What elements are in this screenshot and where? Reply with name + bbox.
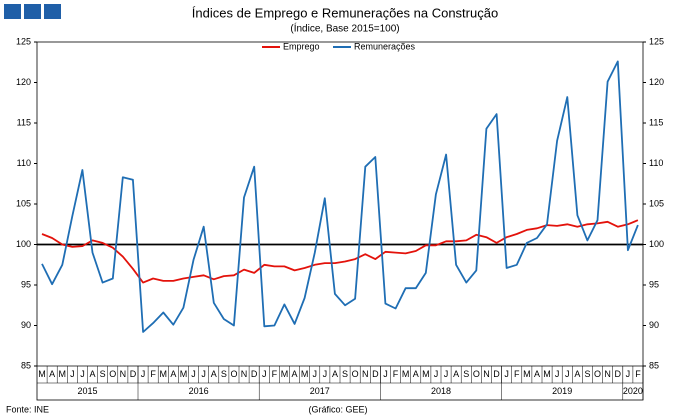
x-tick-label: J [201, 369, 206, 379]
x-tick-label: A [90, 369, 96, 379]
x-tick-label: M [160, 369, 168, 379]
x-tick-label: S [221, 369, 227, 379]
x-tick-label: A [49, 369, 55, 379]
x-tick-label: J [565, 369, 570, 379]
series-line [41, 60, 639, 333]
year-label: 2018 [431, 386, 451, 396]
x-tick-label: D [615, 369, 622, 379]
x-tick-label: N [604, 369, 611, 379]
x-tick-label: A [170, 369, 176, 379]
x-tick-label: M [38, 369, 46, 379]
y-tick-label: 115 [17, 117, 31, 127]
x-tick-label: N [241, 369, 248, 379]
y-tick-label: 85 [21, 360, 31, 370]
x-tick-label: J [504, 369, 509, 379]
x-tick-label: A [413, 369, 419, 379]
year-label: 2020 [623, 386, 643, 396]
x-tick-label: O [109, 369, 116, 379]
y2-tick-label: 110 [649, 158, 663, 168]
x-tick-label: S [584, 369, 590, 379]
x-tick-label: J [555, 369, 560, 379]
legend-label: Emprego [283, 41, 320, 51]
x-tick-label: A [292, 369, 298, 379]
x-tick-label: A [534, 369, 540, 379]
y2-tick-label: 125 [649, 36, 664, 46]
plot-frame [36, 41, 644, 401]
x-tick-label: D [251, 369, 258, 379]
x-tick-label: F [272, 369, 278, 379]
x-tick-label: A [332, 369, 338, 379]
year-label: 2015 [77, 386, 97, 396]
x-tick-label: J [262, 369, 267, 379]
logo-square [4, 4, 21, 19]
x-tick-label: D [372, 369, 379, 379]
y2-tick-label: 85 [649, 360, 659, 370]
x-tick-label: O [230, 369, 237, 379]
x-tick-label: J [626, 369, 631, 379]
x-tick-label: M [422, 369, 430, 379]
x-tick-label: N [120, 369, 127, 379]
logo-square [44, 4, 61, 19]
y-tick-label: 110 [17, 158, 31, 168]
x-tick-label: N [483, 369, 490, 379]
x-tick-label: M [59, 369, 67, 379]
x-tick-label: J [141, 369, 146, 379]
y-tick-label: 120 [16, 77, 31, 87]
y-tick-label: 100 [16, 239, 31, 249]
x-tick-label: J [191, 369, 196, 379]
x-tick-label: J [383, 369, 388, 379]
y-tick-label: 125 [16, 36, 31, 46]
source: Fonte: INE [6, 404, 49, 414]
year-label: 2017 [310, 386, 330, 396]
y2-tick-label: 95 [649, 279, 659, 289]
chart-title: Índices de Emprego e Remunerações na Con… [192, 5, 498, 20]
x-tick-label: S [100, 369, 106, 379]
y-tick-label: 95 [21, 279, 31, 289]
y-tick-label: 105 [16, 198, 31, 208]
x-tick-label: S [342, 369, 348, 379]
x-tick-label: J [313, 369, 318, 379]
legend-label: Remunerações [354, 41, 416, 51]
x-tick-label: O [473, 369, 480, 379]
x-tick-label: M [301, 369, 309, 379]
x-tick-label: O [352, 369, 359, 379]
y2-tick-label: 115 [649, 117, 663, 127]
x-tick-label: M [543, 369, 551, 379]
x-tick-label: F [514, 369, 520, 379]
x-tick-label: F [150, 369, 156, 379]
x-tick-label: S [463, 369, 469, 379]
x-tick-label: J [70, 369, 75, 379]
x-tick-label: M [402, 369, 410, 379]
x-tick-label: M [180, 369, 188, 379]
series-line [41, 219, 639, 284]
chart-subtitle: (Índice, Base 2015=100) [290, 22, 399, 35]
x-tick-label: D [130, 369, 137, 379]
x-tick-label: O [594, 369, 601, 379]
x-tick-label: F [635, 369, 641, 379]
x-tick-label: J [323, 369, 328, 379]
y2-tick-label: 90 [649, 320, 659, 330]
x-tick-label: N [362, 369, 369, 379]
credit: (Gráfico: GEE) [308, 404, 367, 414]
x-tick-label: A [211, 369, 217, 379]
year-label: 2016 [189, 386, 209, 396]
x-tick-label: A [574, 369, 580, 379]
x-tick-label: J [434, 369, 439, 379]
y2-tick-label: 105 [649, 198, 664, 208]
x-tick-label: J [444, 369, 449, 379]
x-tick-label: A [453, 369, 459, 379]
x-tick-label: J [80, 369, 85, 379]
y2-tick-label: 120 [649, 77, 664, 87]
x-tick-label: D [493, 369, 500, 379]
x-tick-label: M [523, 369, 531, 379]
x-tick-label: M [281, 369, 289, 379]
y-tick-label: 90 [21, 320, 31, 330]
y2-tick-label: 100 [649, 239, 664, 249]
year-label: 2019 [552, 386, 572, 396]
x-tick-label: F [393, 369, 399, 379]
logo-square [24, 4, 41, 19]
